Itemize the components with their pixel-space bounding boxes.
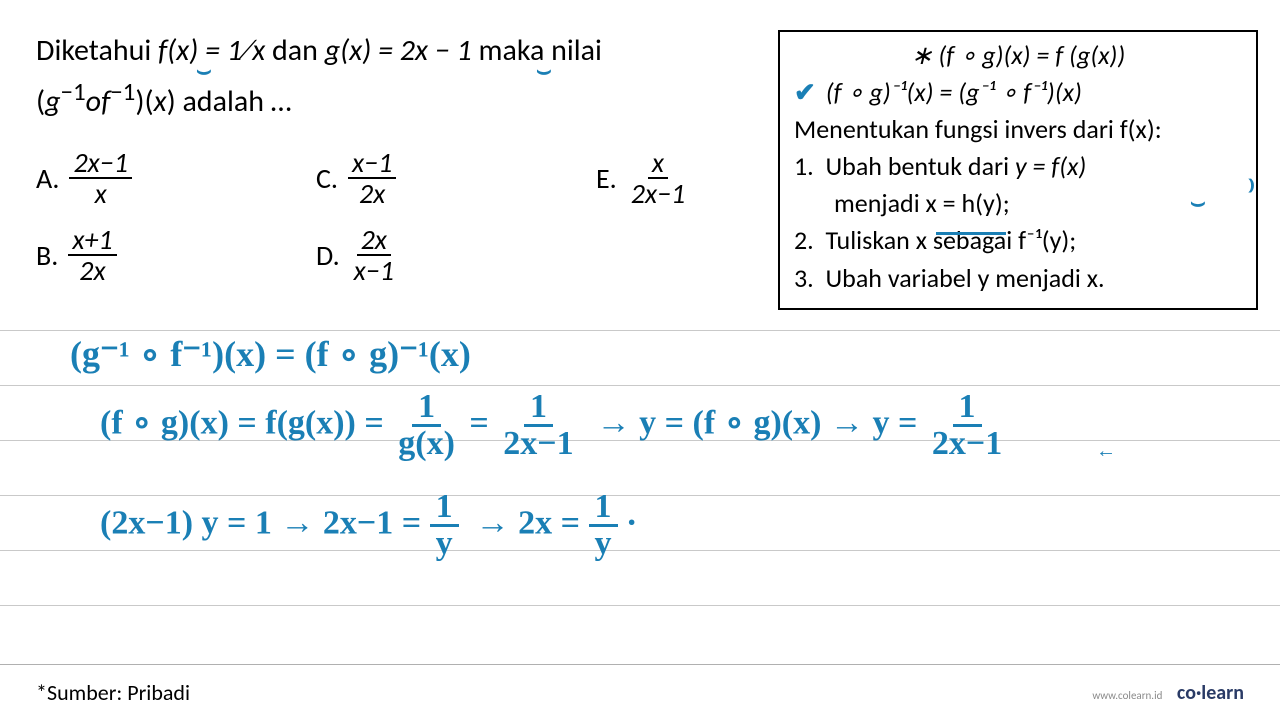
answer-b: B. x+12x	[36, 225, 316, 286]
info-item-2: 2. Tuliskan x sebagai f⁻¹(y);	[794, 223, 1242, 258]
annot-mark: ⌣	[196, 58, 212, 85]
handwriting-line-2: (f ∘ g)(x) = f(g(x)) = 1g(x) = 12x−1 → y…	[100, 390, 1008, 461]
answer-e: E. x2x−1	[596, 148, 776, 209]
answer-label: B.	[36, 238, 58, 273]
check-icon: ✔	[794, 78, 816, 107]
brand-block: www.colearn.id co·learn	[1092, 681, 1244, 705]
brand-logo: co·learn	[1177, 681, 1244, 705]
annot-mark: ⌣	[1190, 190, 1206, 217]
brand-url: www.colearn.id	[1092, 689, 1162, 702]
info-item-1: 1. Ubah bentuk dari y = f(x)	[794, 149, 1242, 184]
answer-c: C. x−12x	[316, 148, 596, 209]
answer-label: D.	[316, 238, 340, 273]
handwriting-line-3: (2x−1) y = 1 → 2x−1 = 1y → 2x = 1y ·	[100, 490, 637, 561]
info-item-3: 3. Ubah variabel y menjadi x.	[794, 261, 1242, 296]
answer-label: A.	[36, 161, 59, 196]
annot-arrow: ←	[1096, 440, 1116, 463]
annot-mark: ⌣	[536, 58, 552, 85]
info-item-1b: menjadi x = h(y);	[794, 186, 1242, 221]
footer: *Sumber: Pribadi www.colearn.id co·learn	[0, 664, 1280, 720]
answer-d: D. 2xx−1	[316, 225, 596, 286]
question-line-2: (g−1of−1)(x) adalah …	[36, 73, 776, 124]
answer-label: C.	[316, 161, 338, 196]
annot-underline	[936, 232, 1006, 235]
info-line-1: ∗ (f ∘ g)(x) = f (g(x))	[794, 38, 1242, 73]
question-line-1: Diketahui f(x) = 1⁄x dan g(x) = 2x − 1 m…	[36, 28, 776, 73]
q-mid: dan	[272, 32, 325, 69]
answer-label: E.	[596, 161, 617, 196]
answer-grid: A. 2x−1x C. x−12x E. x2x−1 B. x+12x D. 2…	[36, 148, 776, 286]
annot-mark: ⌢	[1238, 178, 1265, 194]
question-block: Diketahui f(x) = 1⁄x dan g(x) = 2x − 1 m…	[36, 28, 776, 286]
handwriting-line-1: (g⁻¹ ∘ f⁻¹)(x) = (f ∘ g)⁻¹(x)	[70, 333, 471, 375]
info-line-3: Menentukan fungsi invers dari f(x):	[794, 112, 1242, 147]
source-text: *Sumber: Pribadi	[36, 679, 190, 706]
answer-a: A. 2x−1x	[36, 148, 316, 209]
info-line-2: ✔ (f ∘ g)⁻¹(x) = (g⁻¹ ∘ f⁻¹)(x)	[794, 75, 1242, 110]
q-pre: Diketahui	[36, 32, 158, 69]
q-gx: g(x) = 2x − 1	[325, 32, 472, 69]
info-box: ∗ (f ∘ g)(x) = f (g(x)) ✔ (f ∘ g)⁻¹(x) =…	[778, 30, 1258, 310]
